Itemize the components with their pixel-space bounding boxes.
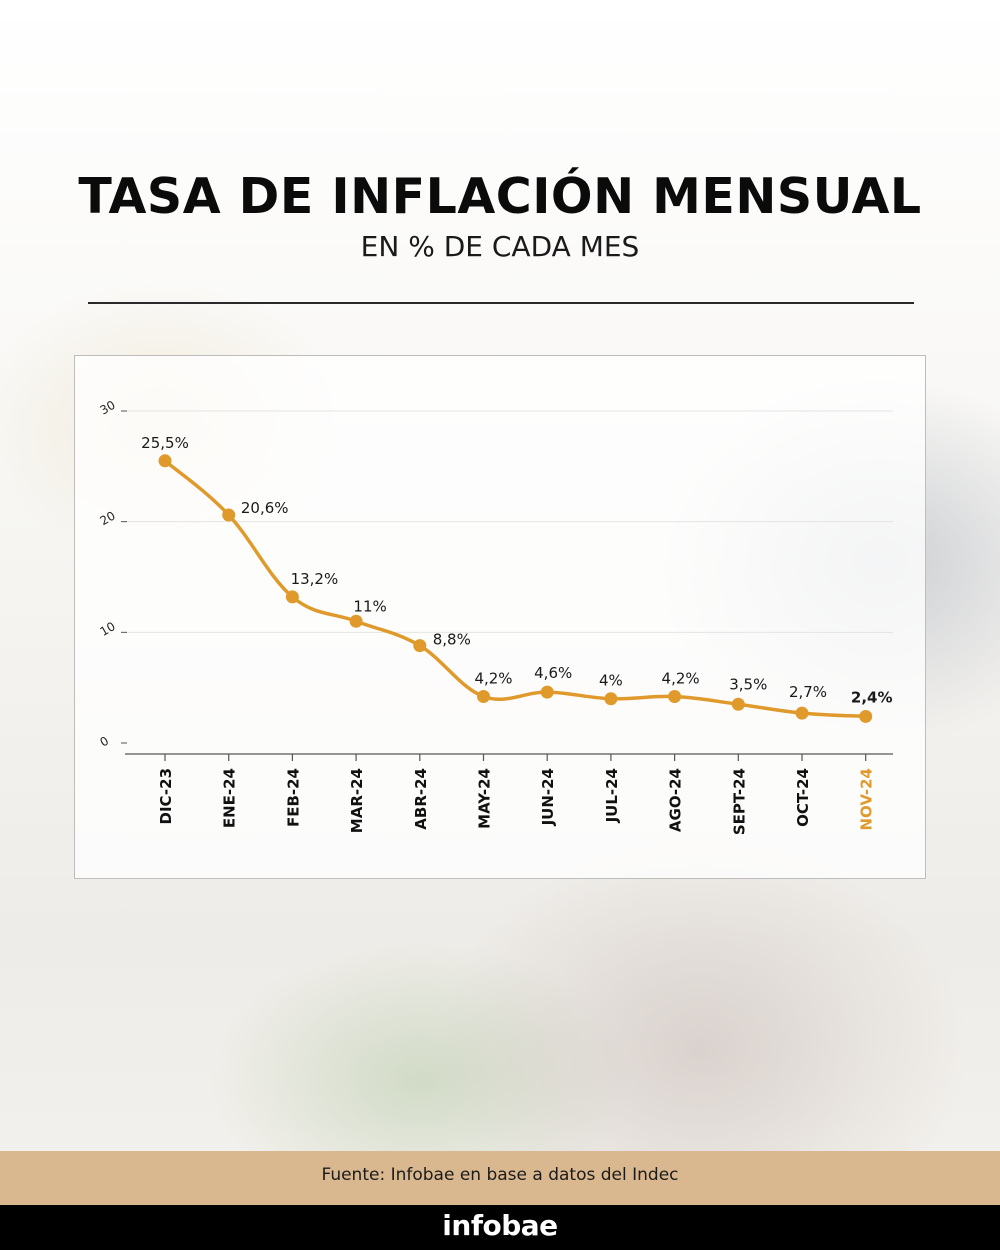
data-point [158,454,172,468]
data-label: 20,6% [241,499,289,517]
x-tick-label: FEB-24 [284,768,302,827]
chart-panel: 0 10 20 30 DIC-23 ENE-24 FEB-24 MAR-24 ABR-24 MAY… [74,355,926,879]
chart-subtitle: EN % DE CADA MES [360,230,640,263]
grid-layer [125,410,893,633]
data-point [795,706,809,720]
data-label: 3,5% [729,675,767,693]
data-label: 4,2% [474,670,512,688]
x-tick-label: JUL-24 [603,768,621,823]
data-label: 4% [599,672,623,690]
x-tick-label: MAY-24 [476,768,494,829]
data-point [604,692,618,706]
data-label: 8,8% [433,631,471,649]
x-tick-label: SEPT-24 [730,768,748,835]
data-label: 4,6% [534,664,572,682]
x-tick-label: NOV-24 [858,768,876,831]
y-tick-label: 10 [98,619,118,639]
data-point [540,685,554,699]
label-layer: 25,5% 20,6% 13,2% 11% 8,8% 4,2% 4,6% 4% 4,2% 3,5%… [141,434,892,707]
data-point [222,508,236,522]
brand-logo: infobae [442,1209,558,1242]
x-tick-label: JUN-24 [539,768,557,826]
data-label: 2,7% [789,683,827,701]
data-label: 25,5% [141,434,189,452]
data-point [859,709,873,723]
x-tick-label: ABR-24 [412,768,430,830]
x-tick-label: OCT-24 [794,768,812,827]
y-tick-label: 0 [98,734,112,750]
axis-layer: 0 10 20 30 DIC-23 ENE-24 FEB-24 MAR-24 ABR-24 MAY… [98,398,893,835]
data-point [477,690,490,704]
data-label: 13,2% [291,570,339,588]
data-point [413,639,427,653]
data-label: 2,4% [851,688,893,706]
x-tick-label: MAR-24 [348,768,366,833]
source-bar [0,1151,1000,1205]
y-tick-label: 20 [98,508,118,528]
x-tick-label: DIC-23 [157,768,175,824]
point-layer [158,454,873,723]
data-point [349,614,363,628]
data-point [285,590,299,604]
line-chart: 0 10 20 30 DIC-23 ENE-24 FEB-24 MAR-24 ABR-24 MAY… [98,398,893,835]
data-label: 11% [353,597,386,615]
chart-title: TASA DE INFLACIÓN MENSUAL [78,168,922,225]
data-label: 4,2% [662,670,700,688]
brand-bar [0,1205,1000,1250]
data-point [668,690,682,704]
source-note: Fuente: Infobae en base a datos del Inde… [321,1165,679,1185]
x-tick-label: AGO-24 [667,768,685,832]
title-divider [88,302,914,304]
x-tick-label: ENE-24 [221,768,239,828]
y-tick-label: 30 [98,398,118,418]
data-point [731,697,745,711]
